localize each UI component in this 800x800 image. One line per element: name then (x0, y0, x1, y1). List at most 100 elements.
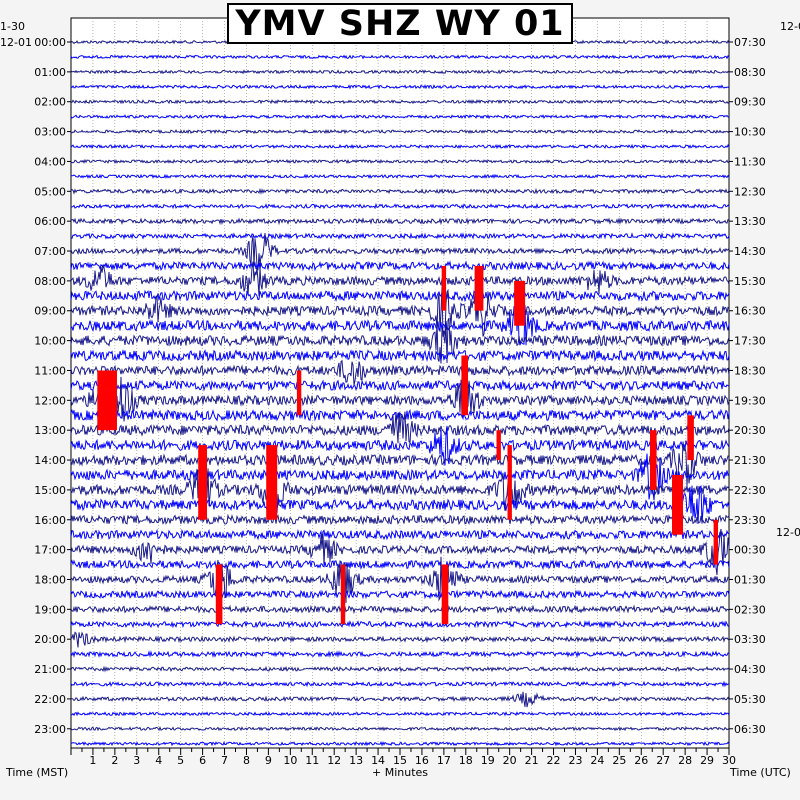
x-tick-label: 30 (722, 754, 736, 767)
right-hour-label: 13:30 (734, 215, 766, 228)
trace-row (70, 620, 730, 629)
left-hour-label: 23:00 (34, 723, 66, 736)
left-hour-label: 08:00 (34, 275, 66, 288)
clipped-block (672, 475, 683, 535)
right-hour-label: 22:30 (734, 484, 766, 497)
trace-row (70, 691, 730, 708)
trace-row (70, 99, 730, 105)
right-hour-label: 19:30 (734, 394, 766, 407)
x-tick-label: 3 (133, 754, 140, 767)
trace-row (70, 740, 730, 747)
trace-row (70, 69, 730, 75)
right-hour-label: 09:30 (734, 96, 766, 109)
seismic-traces (70, 39, 730, 747)
chart-title: YMV SHZ WY 01 (235, 3, 565, 44)
x-tick-label: 9 (265, 754, 272, 767)
x-tick-label: 7 (221, 754, 228, 767)
plot-area (70, 17, 730, 749)
clipped-block (441, 564, 449, 625)
x-tick-label: 4 (155, 754, 162, 767)
left-hour-label: 00:00 (34, 36, 66, 49)
left-axis-title: Time (MST) (6, 766, 69, 779)
trace-row (70, 528, 730, 576)
trace-row (70, 453, 730, 501)
clipped-block (474, 265, 484, 311)
left-hour-label: 01:00 (34, 66, 66, 79)
trace-row (70, 725, 730, 732)
trace-row (70, 289, 730, 303)
x-tick-label: 11 (305, 754, 319, 767)
right-hour-label: 06:30 (734, 723, 766, 736)
trace-row (70, 372, 730, 422)
left-date-top: 1-30 (0, 20, 25, 33)
left-hour-label: 18:00 (34, 573, 66, 586)
clipped-block (514, 280, 526, 326)
trace-row (70, 233, 730, 271)
right-hour-labels: 07:30 08:30 09:30 10:30 11:30 12:30 13:30 14:30… (729, 36, 766, 736)
left-hour-label: 19:00 (34, 603, 66, 616)
x-tick-label: 23 (568, 754, 582, 767)
x-tick-label: 19 (481, 754, 495, 767)
x-tick-label: 16 (415, 754, 429, 767)
right-hour-label: 10:30 (734, 126, 766, 139)
trace-row (70, 261, 730, 296)
left-hour-label: 16:00 (34, 514, 66, 527)
right-hour-label: 21:30 (734, 454, 766, 467)
x-tick-label: 8 (243, 754, 250, 767)
clipped-block (215, 564, 223, 625)
x-tick-label: 21 (525, 754, 539, 767)
x-tick-label: 5 (177, 754, 184, 767)
trace-row (70, 128, 730, 135)
trace-row (70, 711, 730, 717)
left-hour-label: 04:00 (34, 155, 66, 168)
clipped-block (687, 415, 694, 461)
right-hour-label: 14:30 (734, 245, 766, 258)
left-hour-label: 12:00 (34, 394, 66, 407)
x-axis-title: + Minutes (372, 766, 429, 779)
right-hour-label: 15:30 (734, 275, 766, 288)
left-hour-label: 21:00 (34, 663, 66, 676)
trace-row (70, 114, 730, 120)
clipped-block (461, 355, 468, 416)
right-hour-label: 12:30 (734, 185, 766, 198)
x-tick-label: 12 (327, 754, 341, 767)
chart-title-box: YMV SHZ WY 01 (227, 3, 573, 44)
trace-row (70, 143, 730, 150)
trace-row (70, 379, 729, 392)
trace-row (70, 425, 730, 466)
right-hour-label: 05:30 (734, 693, 766, 706)
clipped-block (198, 445, 207, 520)
x-tick-label: 18 (459, 754, 473, 767)
trace-row (70, 54, 730, 60)
right-axis-title: Time (UTC) (730, 766, 791, 779)
left-hour-label: 22:00 (34, 693, 66, 706)
x-tick-label: 22 (547, 754, 561, 767)
right-hour-label: 04:30 (734, 663, 766, 676)
left-hour-label: 05:00 (34, 185, 66, 198)
clipped-block (507, 445, 512, 520)
x-tick-label: 20 (503, 754, 517, 767)
right-date-mid: 12-0 (776, 526, 800, 539)
left-hour-label: 10:00 (34, 335, 66, 348)
left-hour-label: 02:00 (34, 96, 66, 109)
right-hour-label: 23:30 (734, 514, 766, 527)
right-hour-label: 11:30 (734, 155, 766, 168)
trace-row (70, 348, 730, 363)
trace-row (70, 84, 730, 90)
left-hour-label: 13:00 (34, 424, 66, 437)
left-hour-label: 07:00 (34, 245, 66, 258)
clipped-block (97, 370, 117, 431)
x-tick-label: 17 (437, 754, 451, 767)
trace-row (70, 217, 729, 226)
left-hour-label: 06:00 (34, 215, 66, 228)
clipped-signal-blocks (97, 265, 718, 625)
right-hour-label: 20:30 (734, 424, 766, 437)
trace-row (70, 232, 730, 240)
trace-row (70, 665, 730, 673)
left-hour-label: 11:00 (34, 364, 66, 377)
right-hour-label: 01:30 (734, 573, 766, 586)
clipped-block (650, 430, 657, 490)
left-hour-label: 17:00 (34, 544, 66, 557)
trace-row (70, 187, 730, 195)
